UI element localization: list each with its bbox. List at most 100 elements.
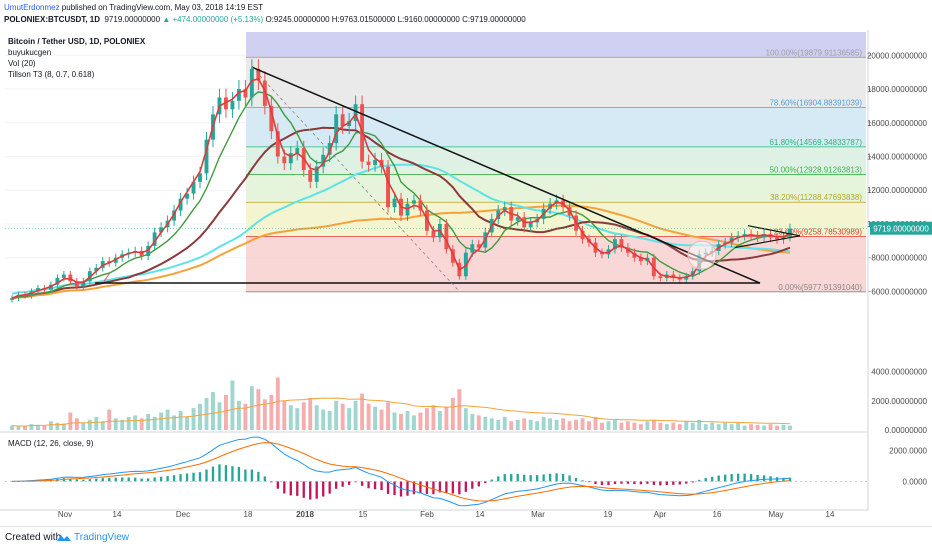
candle-body [515, 217, 520, 221]
fib-band-top [246, 32, 866, 58]
candle-body [476, 244, 481, 248]
volume-bar [418, 412, 423, 430]
volume-bar [561, 418, 566, 430]
publish-header: UmutErdonmez published on TradingView.co… [0, 0, 932, 30]
candle-body [198, 173, 202, 182]
volume-bar [133, 415, 138, 430]
volume-bar [185, 416, 189, 430]
price-tick-label: 6000.00000000 [871, 287, 927, 296]
volume-bar [457, 389, 462, 430]
volume-bar [632, 422, 637, 430]
volume-bar [282, 400, 287, 430]
price-chart[interactable]: 100.00%(19879.91136585) 78.60%(16904.8839… [0, 30, 932, 526]
candle-body [314, 166, 319, 182]
candle-body [256, 68, 261, 81]
volume-bar [768, 424, 773, 430]
volume-bar [587, 421, 591, 430]
candle-body [781, 236, 786, 240]
volume-bar [476, 415, 481, 430]
candle-body [580, 230, 585, 240]
fib-band [246, 174, 866, 203]
volume-tick-label: 2000.00000000 [871, 397, 927, 406]
volume-bar [574, 419, 578, 430]
volume-bar [236, 400, 241, 430]
time-tick-label: Apr [654, 510, 667, 519]
candle-body [412, 200, 416, 204]
candle-body [658, 276, 663, 278]
volume-bar [178, 411, 183, 430]
fib-level-label: 100.00%(19879.91136585) [766, 48, 863, 57]
time-tick-label: 14 [476, 510, 485, 519]
legend-label: Vol (20) [8, 59, 36, 68]
candle-body [288, 153, 293, 164]
candle-body [230, 100, 235, 110]
volume-bar [742, 425, 747, 430]
volume-bar [710, 422, 715, 430]
volume-bar [94, 416, 99, 430]
price-tick-label: 20000.00000000 [867, 51, 928, 60]
volume-bar [35, 424, 40, 430]
volume-bar [243, 403, 248, 430]
volume-bar [671, 422, 676, 430]
fib-level-label: 38.20%(11288.47693838) [770, 193, 862, 202]
volume-bar [762, 425, 767, 430]
volume-bar [165, 409, 170, 430]
volume-bar [450, 397, 455, 430]
volume-bar [373, 406, 378, 430]
candle-body [366, 161, 371, 165]
candle-body [613, 239, 617, 250]
volume-bar [684, 421, 689, 430]
volume-bar [613, 419, 617, 430]
symbol-label: POLONIEX:BTCUSDT, 1D [4, 15, 101, 24]
macd-tick-label: 0.0000 [903, 477, 928, 486]
candle-body [418, 200, 423, 211]
fib-level-label: 50.00%(12928.91263813) [769, 166, 862, 175]
candle-body [334, 114, 339, 144]
candle-body [262, 80, 267, 106]
volume-bar [515, 419, 520, 430]
volume-bar [230, 380, 235, 430]
volume-bar [74, 418, 79, 430]
volume-bar [664, 424, 669, 430]
candle-body [775, 237, 779, 240]
volume-bar [191, 408, 196, 430]
candle-body [373, 159, 378, 165]
candle-body [236, 89, 241, 101]
volume-bar [483, 416, 488, 430]
volume-bar [619, 422, 624, 430]
volume-bar [541, 416, 546, 430]
volume-bar [431, 405, 436, 430]
candle-body [788, 228, 792, 237]
time-tick-label: 14 [826, 510, 835, 519]
volume-bar [146, 413, 151, 430]
candle-body [204, 139, 209, 174]
candle-body [282, 156, 287, 164]
price-change: ▲ +474.00000000 (+5.13%) [162, 15, 264, 24]
volume-bar [548, 418, 553, 430]
candle-body [249, 68, 254, 98]
candle-body [308, 170, 313, 182]
tradingview-brand[interactable]: TradingView [74, 532, 130, 543]
volume-bar [600, 422, 604, 430]
author-link[interactable]: UmutErdonmez [4, 3, 60, 12]
volume-bar [23, 425, 27, 430]
candle-body [35, 288, 40, 292]
volume-bar [651, 419, 656, 430]
candle-body [94, 267, 99, 272]
candle-body [353, 104, 358, 122]
volume-bar [159, 412, 164, 430]
tradingview-logo-icon[interactable] [56, 533, 72, 543]
volume-bar [723, 422, 728, 430]
legend-label: buyukucgen [8, 48, 51, 57]
volume-bar [262, 399, 267, 430]
macd-legend-label: MACD (12, 26, close, 9) [8, 439, 94, 448]
volume-bar [172, 415, 177, 430]
volume-bar [139, 418, 144, 430]
candle-body [55, 277, 60, 285]
candle-body [243, 89, 248, 98]
volume-bar [126, 416, 131, 430]
price-tick-label: 12000.00000000 [867, 186, 928, 195]
last-price: 9719.00000000 [104, 15, 161, 24]
volume-bar [749, 424, 754, 430]
fib-level-label: 61.80%(14569.34833787) [769, 138, 862, 147]
